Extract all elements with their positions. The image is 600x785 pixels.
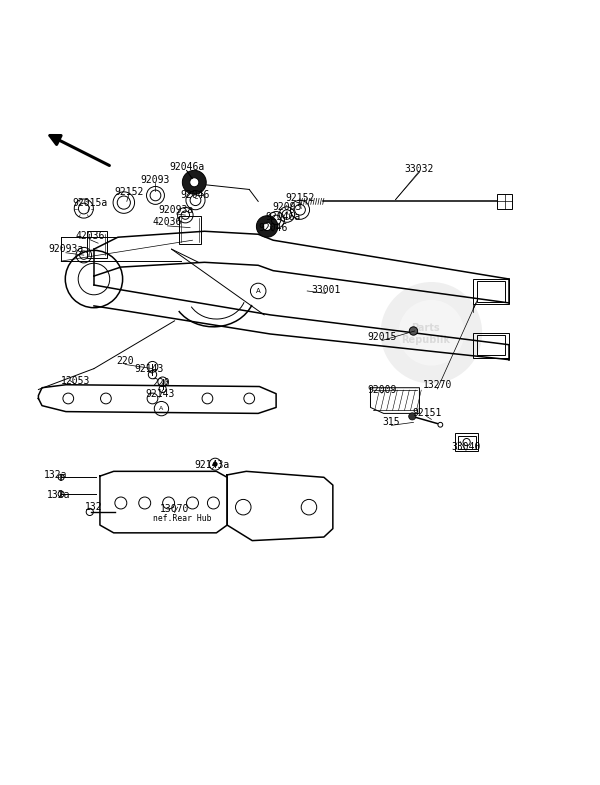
Circle shape	[409, 327, 418, 335]
Text: 92046a: 92046a	[169, 162, 204, 172]
Text: 92046: 92046	[259, 223, 288, 232]
Text: 92152: 92152	[286, 193, 314, 203]
Text: 315: 315	[383, 417, 400, 427]
Text: 220: 220	[116, 356, 134, 366]
Text: 33040: 33040	[451, 442, 481, 452]
Text: 220: 220	[152, 378, 170, 388]
Text: 92093: 92093	[141, 175, 170, 185]
Text: 92093a: 92093a	[159, 206, 194, 215]
Circle shape	[213, 462, 218, 466]
Text: 33032: 33032	[405, 163, 434, 173]
Text: 33001: 33001	[311, 285, 340, 295]
Text: Parts
Republik: Parts Republik	[401, 323, 450, 345]
Text: 42036: 42036	[153, 217, 182, 228]
Text: 92093: 92093	[272, 203, 302, 213]
Text: A: A	[160, 406, 164, 411]
Text: nef.Rear Hub: nef.Rear Hub	[153, 514, 212, 523]
Text: 92143: 92143	[145, 389, 175, 399]
Text: 92151: 92151	[412, 407, 441, 418]
Text: 132a: 132a	[43, 470, 67, 480]
Text: 13270: 13270	[422, 381, 452, 390]
Circle shape	[190, 177, 199, 187]
Text: 132a: 132a	[46, 490, 70, 500]
Text: 92093a: 92093a	[48, 244, 83, 254]
Text: 12053: 12053	[61, 376, 91, 386]
Circle shape	[182, 170, 206, 194]
Text: 92143a: 92143a	[194, 460, 230, 470]
Text: 92143: 92143	[135, 363, 164, 374]
Text: 132: 132	[85, 502, 103, 512]
Circle shape	[409, 413, 416, 420]
Circle shape	[380, 282, 482, 384]
Text: 92015a: 92015a	[72, 198, 107, 208]
Circle shape	[398, 300, 464, 366]
Circle shape	[256, 216, 278, 237]
Text: 42036: 42036	[75, 231, 104, 241]
Text: 13070: 13070	[160, 504, 189, 514]
Circle shape	[263, 222, 271, 231]
Text: A: A	[256, 288, 260, 294]
Text: 92046: 92046	[181, 190, 210, 200]
Text: 92152: 92152	[114, 187, 143, 197]
Text: 92046a: 92046a	[266, 212, 301, 222]
Text: 92015: 92015	[367, 332, 397, 342]
Text: 92009: 92009	[367, 385, 397, 395]
